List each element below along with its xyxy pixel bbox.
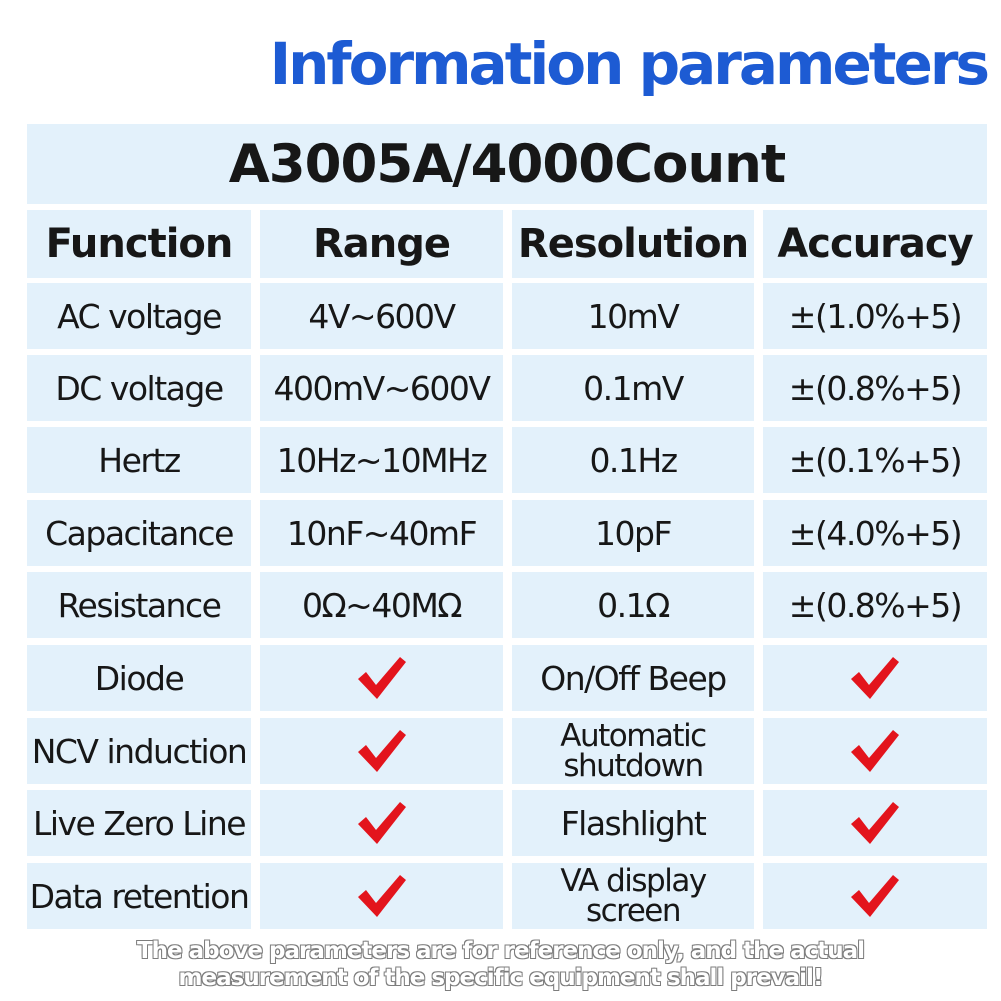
checkmark-icon (851, 875, 899, 917)
checkmark-icon (851, 730, 899, 772)
checkmark-icon (851, 802, 899, 844)
feature-check-cell (763, 645, 987, 711)
disclaimer-line: measurement of the specific equipment sh… (178, 965, 824, 991)
header-function: Function (27, 210, 251, 278)
feature-label: Automatic shutdown (512, 718, 754, 784)
row-accuracy: ±(4.0%+5) (763, 500, 987, 566)
disclaimer-line: The above parameters are for reference o… (136, 938, 865, 964)
row-range: 0Ω~40MΩ (260, 572, 503, 638)
header-resolution: Resolution (512, 210, 754, 278)
checkmark-icon (851, 657, 899, 699)
row-function: DC voltage (27, 355, 251, 421)
feature-check-cell (763, 718, 987, 784)
disclaimer: The above parameters are for reference o… (0, 938, 1001, 992)
row-range: 4V~600V (260, 283, 503, 349)
feature-label: Live Zero Line (27, 790, 251, 856)
header-accuracy: Accuracy (763, 210, 987, 278)
row-resolution: 10mV (512, 283, 754, 349)
row-range: 10Hz~10MHz (260, 427, 503, 493)
row-accuracy: ±(1.0%+5) (763, 283, 987, 349)
checkmark-icon (357, 802, 406, 844)
page-title: Information parameters (269, 30, 990, 98)
row-function: Capacitance (27, 500, 251, 566)
feature-check-cell (260, 863, 503, 929)
feature-label: Data retention (27, 863, 251, 929)
model-title: A3005A/4000Count (27, 124, 987, 204)
row-resolution: 0.1Ω (512, 572, 754, 638)
feature-label: Flashlight (512, 790, 754, 856)
row-range: 400mV~600V (260, 355, 503, 421)
feature-check-cell (260, 718, 503, 784)
header-range: Range (260, 210, 503, 278)
row-resolution: 0.1mV (512, 355, 754, 421)
row-function: Resistance (27, 572, 251, 638)
row-resolution: 0.1Hz (512, 427, 754, 493)
row-function: AC voltage (27, 283, 251, 349)
row-function: Hertz (27, 427, 251, 493)
row-accuracy: ±(0.8%+5) (763, 572, 987, 638)
feature-check-cell (260, 790, 503, 856)
feature-check-cell (260, 645, 503, 711)
feature-check-cell (763, 790, 987, 856)
feature-label: On/Off Beep (512, 645, 754, 711)
feature-label: Diode (27, 645, 251, 711)
row-range: 10nF~40mF (260, 500, 503, 566)
checkmark-icon (357, 730, 406, 772)
row-accuracy: ±(0.1%+5) (763, 427, 987, 493)
feature-label: VA display screen (512, 863, 754, 929)
checkmark-icon (357, 875, 406, 917)
checkmark-icon (357, 657, 406, 699)
spec-table: A3005A/4000Count Function Range Resoluti… (27, 124, 987, 930)
row-resolution: 10pF (512, 500, 754, 566)
feature-label: NCV induction (27, 718, 251, 784)
row-accuracy: ±(0.8%+5) (763, 355, 987, 421)
feature-check-cell (763, 863, 987, 929)
